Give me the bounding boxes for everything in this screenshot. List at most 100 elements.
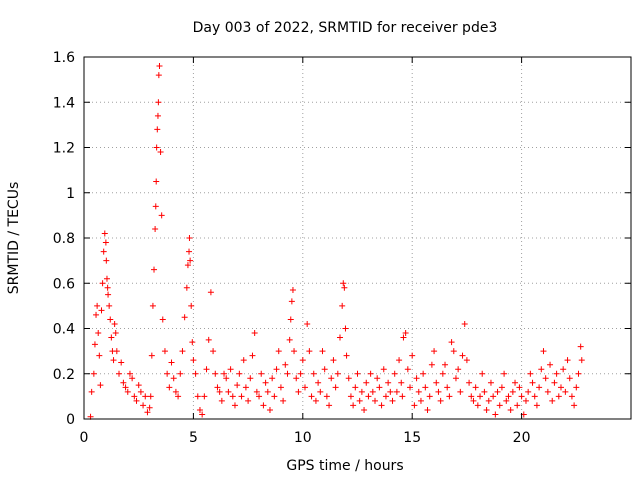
grid-lines (84, 57, 631, 419)
data-point (342, 325, 349, 332)
data-point (557, 384, 564, 391)
data-point (577, 343, 584, 350)
data-point (470, 397, 477, 404)
data-point (516, 384, 523, 391)
data-point (363, 379, 370, 386)
data-point (352, 384, 359, 391)
data-point (95, 330, 102, 337)
data-point (106, 302, 113, 309)
data-point (317, 388, 324, 395)
y-tick-label: 1 (66, 186, 75, 202)
data-point (365, 393, 372, 400)
data-point (201, 393, 208, 400)
chart-title: Day 003 of 2022, SRMTID for receiver pde… (193, 20, 498, 36)
data-point (498, 384, 505, 391)
data-point (492, 411, 499, 418)
data-point (101, 230, 108, 237)
data-point (225, 388, 232, 395)
data-point (326, 402, 333, 409)
data-point (341, 284, 348, 291)
data-point (110, 357, 117, 364)
data-point (566, 375, 573, 382)
data-point (413, 375, 420, 382)
data-point (396, 357, 403, 364)
y-tick-labels: 0 0.2 0.4 0.6 0.8 1 1.2 1.4 1.6 (53, 50, 75, 428)
data-point (192, 370, 199, 377)
data-point (190, 357, 197, 364)
data-point (181, 314, 188, 321)
data-point (426, 393, 433, 400)
data-point (542, 375, 549, 382)
data-point (214, 384, 221, 391)
data-point (459, 352, 466, 359)
data-point (339, 302, 346, 309)
data-point (522, 397, 529, 404)
x-tick-label: 20 (513, 430, 531, 446)
x-tick-label: 10 (294, 430, 312, 446)
data-point (90, 370, 97, 377)
data-point (286, 336, 293, 343)
data-point (97, 382, 104, 389)
data-points (87, 63, 585, 420)
data-point (407, 384, 414, 391)
y-tick-label: 0 (66, 412, 75, 428)
data-point (571, 402, 578, 409)
data-point (149, 302, 156, 309)
data-point (154, 112, 161, 119)
data-point (262, 379, 269, 386)
data-point (158, 212, 165, 219)
data-point (328, 375, 335, 382)
axis-ticks (83, 56, 631, 420)
data-point (269, 375, 276, 382)
data-point (153, 144, 160, 151)
data-point (411, 402, 418, 409)
data-point (424, 406, 431, 413)
data-point (188, 302, 195, 309)
data-point (487, 379, 494, 386)
data-point (402, 330, 409, 337)
data-point (334, 370, 341, 377)
data-point (253, 388, 260, 395)
data-point (529, 379, 536, 386)
data-point (266, 406, 273, 413)
data-point (131, 393, 138, 400)
data-point (146, 404, 153, 411)
data-point (301, 384, 308, 391)
data-point (310, 370, 317, 377)
data-point (531, 393, 538, 400)
data-point (544, 388, 551, 395)
data-point (240, 357, 247, 364)
data-point (466, 379, 473, 386)
data-point (518, 393, 525, 400)
data-point (404, 366, 411, 373)
data-point (376, 384, 383, 391)
data-point (234, 382, 241, 389)
x-axis-label: GPS time / hours (286, 458, 403, 474)
data-point (503, 397, 510, 404)
y-tick-label: 0.8 (53, 231, 75, 247)
data-point (96, 352, 103, 359)
data-point (103, 257, 110, 264)
data-point (275, 348, 282, 355)
data-point (111, 320, 118, 327)
data-point (551, 379, 558, 386)
data-point (536, 384, 543, 391)
data-point (293, 375, 300, 382)
data-point (549, 397, 556, 404)
data-point (505, 393, 512, 400)
data-point (444, 384, 451, 391)
data-point (107, 316, 114, 323)
data-point (378, 402, 385, 409)
data-point (437, 397, 444, 404)
data-point (555, 393, 562, 400)
data-point (393, 388, 400, 395)
data-point (336, 334, 343, 341)
x-tick-label: 0 (80, 430, 89, 446)
data-point (509, 388, 516, 395)
data-point (560, 366, 567, 373)
data-point (227, 366, 234, 373)
data-point (133, 397, 140, 404)
data-point (361, 406, 368, 413)
data-point (251, 330, 258, 337)
